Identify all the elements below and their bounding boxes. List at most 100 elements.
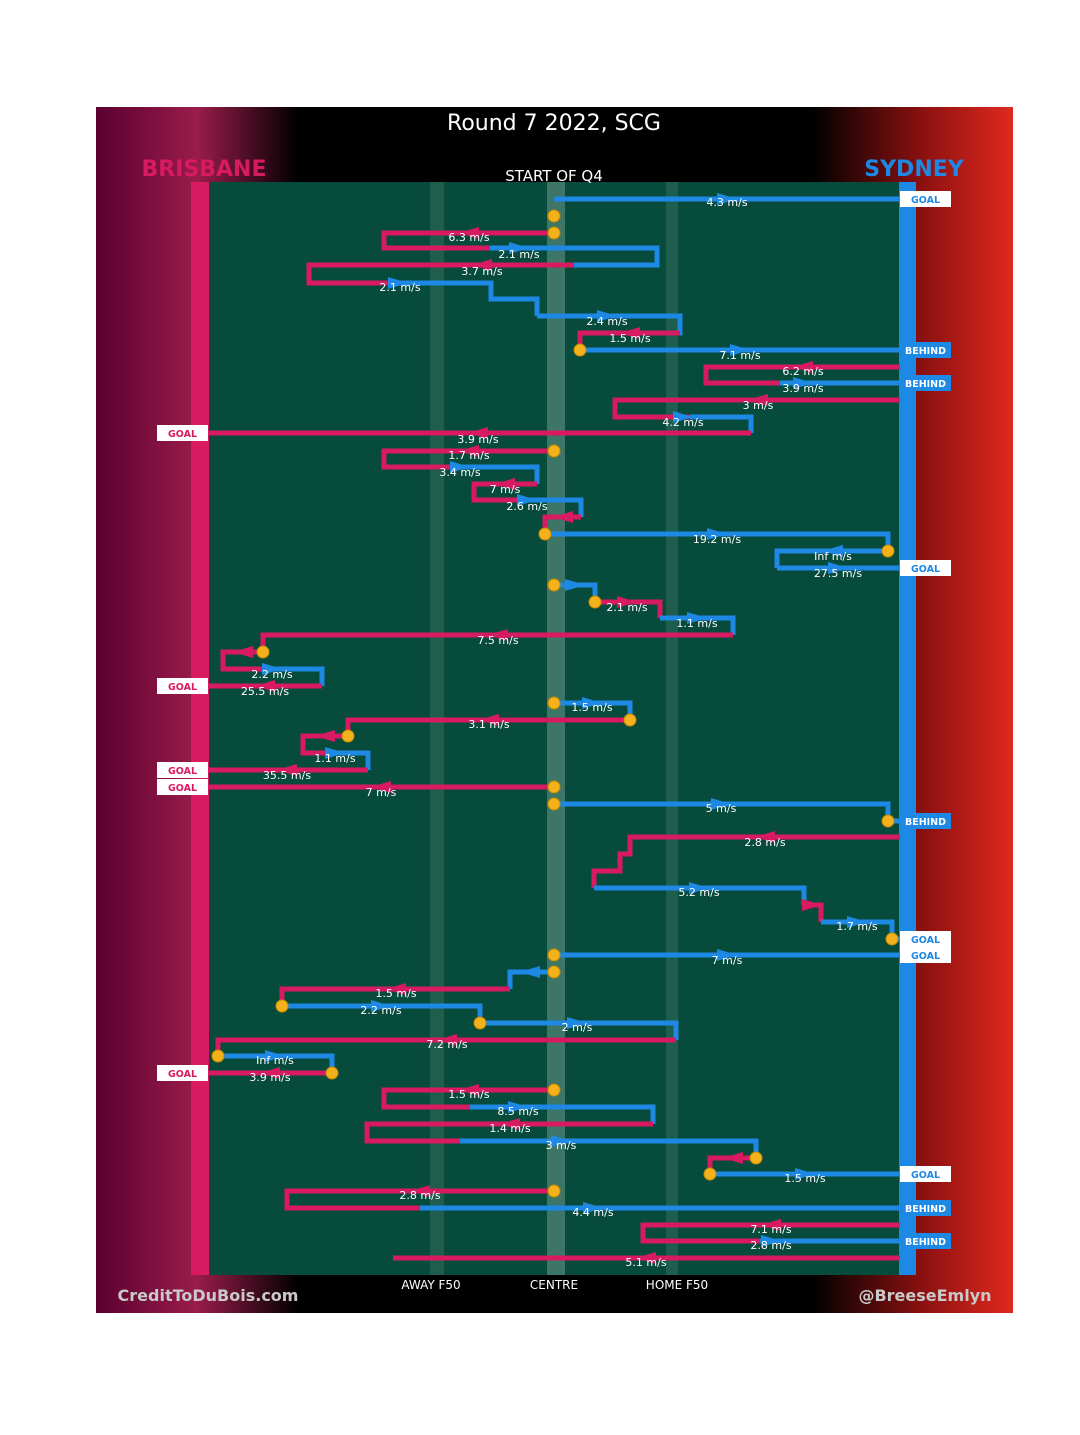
direction-arrow — [450, 461, 470, 473]
direction-arrow — [371, 1000, 391, 1012]
direction-arrow — [582, 697, 602, 709]
speed-label: 1.7 m/s — [836, 920, 877, 933]
speed-label: 7 m/s — [490, 483, 521, 496]
speed-label: 6.2 m/s — [782, 365, 823, 378]
speed-label: 5.1 m/s — [625, 1256, 666, 1269]
direction-arrow — [472, 259, 492, 271]
speed-label: 1.1 m/s — [314, 752, 355, 765]
sydney-score-badge: GOAL — [900, 947, 951, 963]
bounce-marker — [547, 797, 561, 811]
chain-line — [470, 1104, 656, 1124]
chain-line — [594, 885, 807, 905]
chain-line — [490, 245, 660, 268]
speed-label: 3.9 m/s — [249, 1071, 290, 1084]
speed-label: 7 m/s — [712, 954, 743, 967]
direction-arrow — [687, 612, 707, 624]
direction-arrow — [730, 344, 750, 356]
brisbane-score-badge: GOAL — [157, 425, 208, 441]
direction-arrow — [597, 310, 617, 322]
speed-label: 1.4 m/s — [489, 1122, 530, 1135]
speed-label: 2.1 m/s — [606, 601, 647, 614]
direction-arrow — [847, 916, 867, 928]
score-result-label: GOAL — [168, 766, 197, 777]
speed-label: 2.8 m/s — [744, 836, 785, 849]
chain-line — [690, 414, 754, 433]
bounce-marker — [341, 729, 355, 743]
chain-line — [591, 834, 900, 888]
direction-arrow — [468, 427, 488, 439]
direction-arrow — [479, 714, 499, 726]
direction-arrow — [371, 781, 391, 793]
direction-arrow — [689, 882, 709, 894]
speed-label: 19.2 m/s — [693, 533, 741, 546]
speed-label: 1.5 m/s — [609, 332, 650, 345]
direction-arrow — [828, 562, 848, 574]
sydney-score-badge: BEHIND — [900, 813, 951, 829]
speed-label: 2.8 m/s — [750, 1239, 791, 1252]
speed-label: 25.5 m/s — [241, 685, 289, 698]
score-result-label: BEHIND — [905, 1237, 946, 1248]
speed-label: 8.5 m/s — [497, 1105, 538, 1118]
direction-arrow — [717, 949, 737, 961]
sydney-score-badge: GOAL — [900, 1166, 951, 1182]
speed-label: 5.2 m/s — [678, 886, 719, 899]
speed-label: 3 m/s — [546, 1139, 577, 1152]
chain-line — [480, 1020, 679, 1040]
bounce-marker — [547, 1083, 561, 1097]
speed-label: 5 m/s — [706, 802, 737, 815]
score-result-label: GOAL — [911, 935, 940, 946]
direction-arrow — [707, 528, 727, 540]
direction-arrow — [711, 798, 731, 810]
direction-arrow — [488, 629, 508, 641]
bounce-marker — [547, 209, 561, 223]
credit-right: @BreeseEmlyn — [858, 1286, 991, 1305]
speed-label: 3.7 m/s — [461, 265, 502, 278]
chain-line — [398, 280, 540, 316]
sydney-goal-line — [899, 182, 916, 1275]
speed-label: 1.5 m/s — [784, 1172, 825, 1185]
away-f50-label: AWAY F50 — [401, 1278, 460, 1292]
home-f50-label: HOME F50 — [646, 1278, 708, 1292]
direction-arrow — [636, 1252, 656, 1264]
credit-left: CreditToDuBois.com — [118, 1286, 299, 1305]
direction-arrow — [459, 227, 479, 239]
sydney-score-badge: GOAL — [900, 931, 951, 947]
speed-label: 4.3 m/s — [706, 196, 747, 209]
direction-arrow — [500, 1118, 520, 1130]
direction-arrow — [567, 1017, 587, 1029]
speed-label: 1.5 m/s — [375, 987, 416, 1000]
score-result-label: GOAL — [168, 682, 197, 693]
bounce-marker — [881, 544, 895, 558]
score-result-label: BEHIND — [905, 346, 946, 357]
bounce-marker — [547, 780, 561, 794]
direction-arrow — [233, 646, 253, 658]
bounce-marker — [881, 814, 895, 828]
direction-arrow — [673, 411, 693, 423]
chain-line — [306, 262, 574, 286]
direction-arrow — [386, 983, 406, 995]
direction-arrow — [793, 361, 813, 373]
brisbane-score-badge: GOAL — [157, 1065, 208, 1081]
bounce-marker — [623, 713, 637, 727]
direction-arrow — [793, 377, 813, 389]
bounce-marker — [703, 1167, 717, 1181]
score-result-label: GOAL — [168, 429, 197, 440]
chain-line — [660, 615, 736, 635]
bounce-marker — [547, 696, 561, 710]
score-result-label: GOAL — [911, 1170, 940, 1181]
speed-label: 4.4 m/s — [572, 1206, 613, 1219]
score-result-label: GOAL — [911, 195, 940, 206]
speed-label: 2.1 m/s — [498, 248, 539, 261]
direction-arrow — [437, 1034, 457, 1046]
direction-arrow — [459, 445, 479, 457]
direction-arrow — [517, 494, 537, 506]
direction-arrow — [617, 596, 637, 608]
brisbane-team-label: BRISBANE — [142, 157, 267, 182]
speed-label: 2.4 m/s — [586, 315, 627, 328]
quarter-label: START OF Q4 — [505, 167, 603, 185]
home-f50-band — [666, 182, 678, 1275]
bounce-marker — [547, 965, 561, 979]
chain-line — [595, 599, 663, 618]
speed-label: 35.5 m/s — [263, 769, 311, 782]
